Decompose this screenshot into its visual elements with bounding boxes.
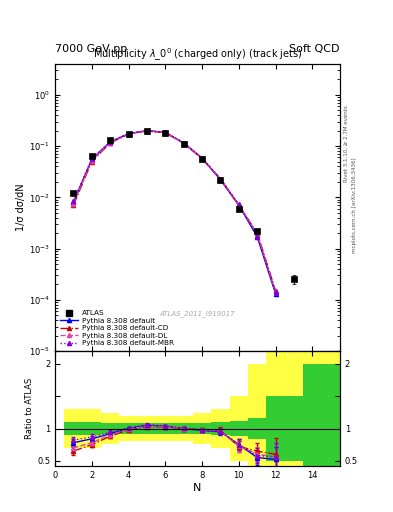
Text: Soft QCD: Soft QCD — [290, 44, 340, 54]
Text: Rivet 3.1.10, ≥ 2.7M events: Rivet 3.1.10, ≥ 2.7M events — [344, 105, 349, 182]
Y-axis label: Ratio to ATLAS: Ratio to ATLAS — [25, 378, 34, 439]
Text: ATLAS_2011_I919017: ATLAS_2011_I919017 — [160, 310, 235, 316]
Text: 7000 GeV pp: 7000 GeV pp — [55, 44, 127, 54]
Title: Multiplicity $\lambda\_0^0$ (charged only) (track jets): Multiplicity $\lambda\_0^0$ (charged onl… — [93, 47, 302, 63]
Y-axis label: 1/σ dσ/dN: 1/σ dσ/dN — [16, 184, 26, 231]
Legend: ATLAS, Pythia 8.308 default, Pythia 8.308 default-CD, Pythia 8.308 default-DL, P: ATLAS, Pythia 8.308 default, Pythia 8.30… — [59, 309, 175, 348]
Text: mcplots.cern.ch [arXiv:1306.3436]: mcplots.cern.ch [arXiv:1306.3436] — [352, 157, 357, 252]
X-axis label: N: N — [193, 482, 202, 493]
